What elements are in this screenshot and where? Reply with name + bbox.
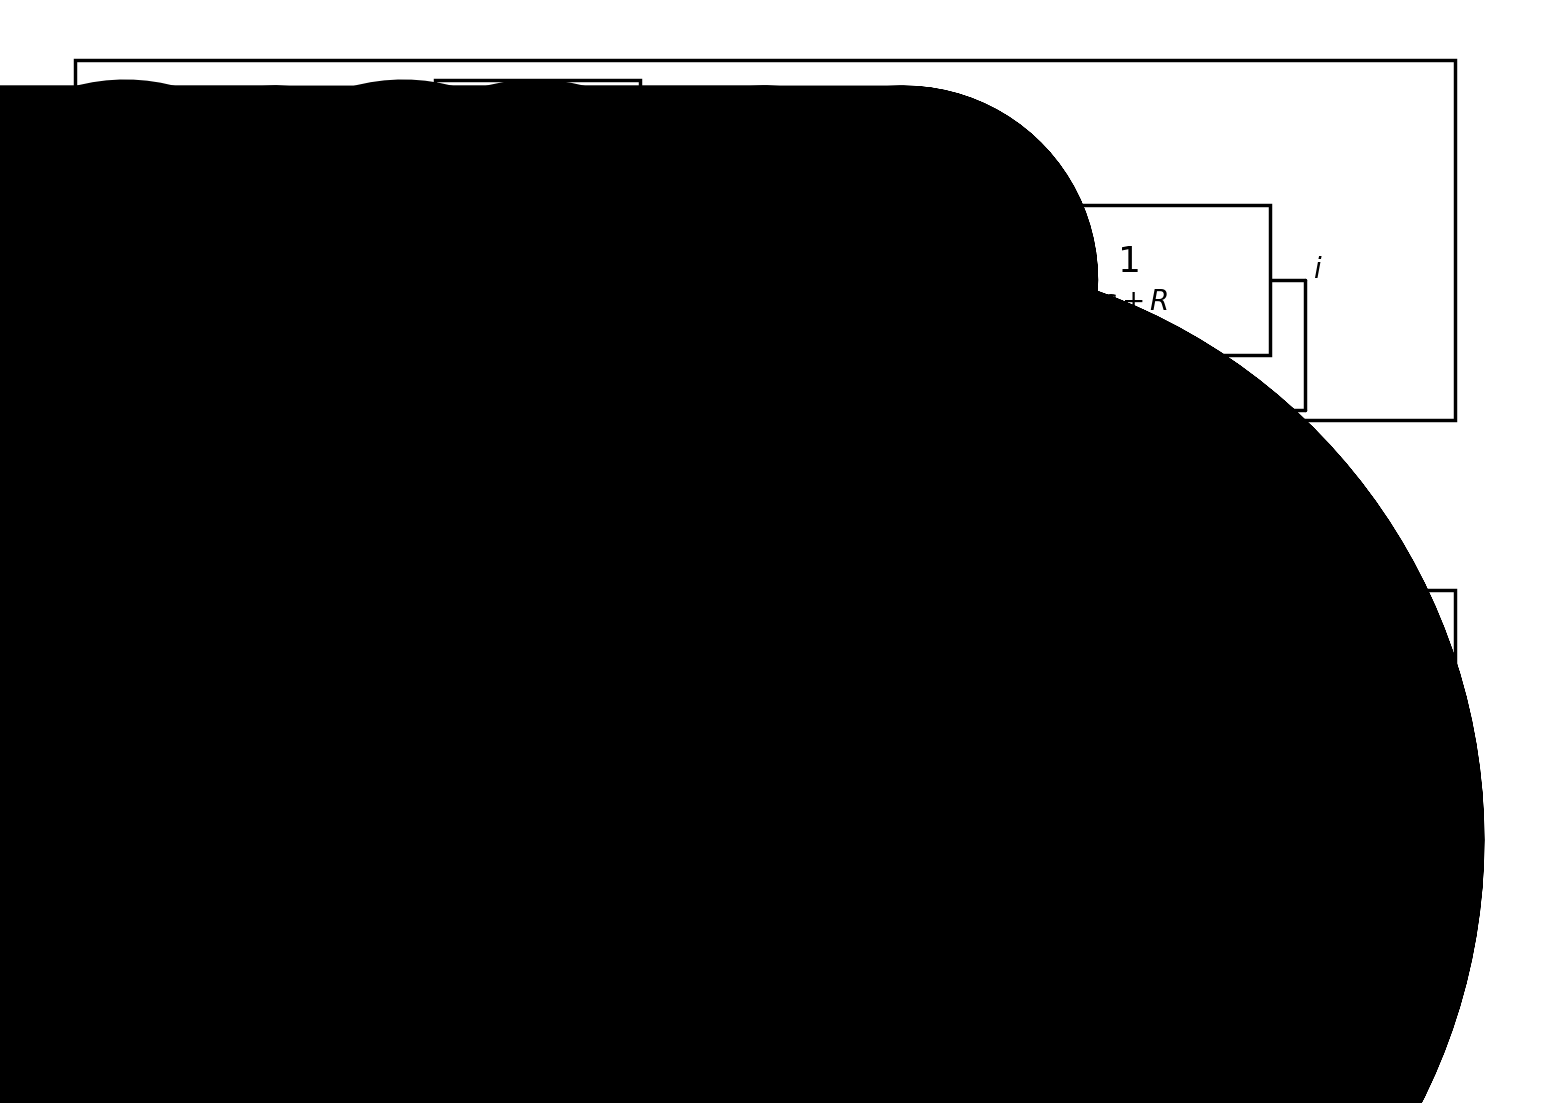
Bar xyxy=(1085,625,1249,725)
Text: b: b xyxy=(765,996,785,1025)
Text: $-$: $-$ xyxy=(879,791,896,810)
Bar xyxy=(74,60,1455,420)
Text: $Ls+R$: $Ls+R$ xyxy=(1087,840,1169,869)
Circle shape xyxy=(228,818,272,863)
Text: $-$: $-$ xyxy=(277,838,293,857)
Bar xyxy=(74,590,1455,979)
Text: $-$: $-$ xyxy=(879,231,896,250)
Text: $F(S^-)$: $F(S^-)$ xyxy=(467,661,548,689)
Text: $Z(s)$: $Z(s)$ xyxy=(1139,661,1195,689)
Circle shape xyxy=(853,258,896,302)
Text: +: + xyxy=(246,791,263,810)
Text: $G_i(s)$: $G_i(s)$ xyxy=(396,265,460,296)
Bar xyxy=(574,780,760,890)
Text: a: a xyxy=(766,436,785,464)
Bar xyxy=(334,225,520,335)
Text: $1$: $1$ xyxy=(1116,797,1138,832)
Bar xyxy=(574,225,760,335)
Bar xyxy=(985,758,1269,908)
Text: $U_o$: $U_o$ xyxy=(944,660,978,689)
Text: +: + xyxy=(246,231,263,250)
Text: $K_{pwm}$: $K_{pwm}$ xyxy=(635,818,701,852)
Text: $i^*$: $i^*$ xyxy=(122,253,147,283)
Text: $i$: $i$ xyxy=(1313,256,1322,283)
Circle shape xyxy=(853,818,896,863)
Text: $K_{pwm}$: $K_{pwm}$ xyxy=(635,264,701,297)
Bar xyxy=(435,81,639,180)
Bar xyxy=(985,205,1269,355)
Text: $Ls+R$: $Ls+R$ xyxy=(1087,288,1169,315)
Text: +: + xyxy=(828,791,845,810)
Circle shape xyxy=(228,258,272,302)
Text: $1$: $1$ xyxy=(1116,245,1138,279)
Text: $U_o$: $U_o$ xyxy=(944,105,978,135)
Text: +: + xyxy=(828,231,845,250)
Text: $i$: $i$ xyxy=(1313,816,1322,844)
Text: $F(S^-)$: $F(S^-)$ xyxy=(497,116,579,144)
Bar xyxy=(334,780,520,890)
Text: $G_i(s)$: $G_i(s)$ xyxy=(396,820,460,850)
Text: $i^*$: $i^*$ xyxy=(122,813,147,843)
Bar xyxy=(406,625,610,725)
Text: $-$: $-$ xyxy=(277,278,293,298)
